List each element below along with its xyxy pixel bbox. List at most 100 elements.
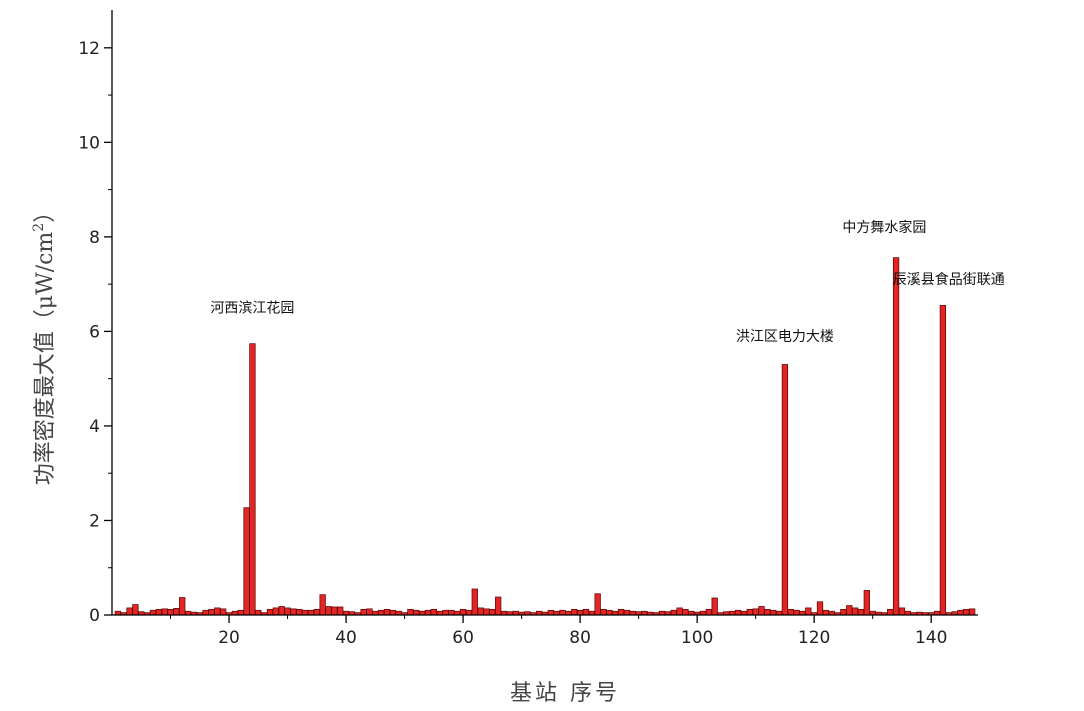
bar-10 bbox=[167, 608, 174, 616]
axes-group: 0 2 4 6 8 10 12 20 40 60 80 100 120 140 bbox=[78, 10, 978, 648]
annotation-1: 洪江区电力大楼 bbox=[736, 329, 834, 345]
bar-96 bbox=[670, 609, 677, 616]
x-tick-label-40: 40 bbox=[335, 628, 357, 648]
y-axis-title-superscript: 2 bbox=[31, 223, 47, 232]
y-tick-label-10: 10 bbox=[78, 133, 100, 153]
bar-39 bbox=[337, 606, 344, 616]
bar-63 bbox=[477, 607, 484, 616]
bar-46 bbox=[378, 609, 385, 616]
bar-58 bbox=[448, 609, 455, 616]
bar-33 bbox=[301, 609, 309, 616]
bar-84 bbox=[600, 608, 607, 616]
bar-111 bbox=[758, 606, 765, 616]
x-tick-label-120: 120 bbox=[798, 628, 830, 648]
bar-117 bbox=[793, 609, 800, 616]
bar-75 bbox=[547, 609, 554, 616]
x-tick-label-80: 80 bbox=[569, 628, 591, 648]
bar-31 bbox=[290, 608, 297, 616]
x-tick-label-140: 140 bbox=[915, 628, 947, 648]
bar-32 bbox=[296, 608, 303, 616]
bar-102 bbox=[705, 608, 712, 616]
bar-97 bbox=[676, 607, 683, 616]
bar-112 bbox=[764, 608, 771, 616]
bar-77 bbox=[559, 609, 566, 616]
bar-121 bbox=[816, 601, 824, 616]
bar-48 bbox=[389, 609, 396, 616]
bar-103 bbox=[711, 597, 718, 616]
bar-51 bbox=[407, 608, 414, 616]
bar-36 bbox=[319, 594, 326, 616]
annotation-3: 辰溪县食品街联通 bbox=[893, 271, 1005, 288]
bar-61 bbox=[465, 609, 473, 616]
y-tick-label-2: 2 bbox=[89, 511, 100, 531]
x-axis-title: 基站 序号 bbox=[510, 681, 620, 706]
bar-65 bbox=[489, 608, 496, 616]
bar-115 bbox=[781, 364, 789, 616]
bar-55 bbox=[430, 608, 437, 616]
x-tick-label-100: 100 bbox=[681, 628, 713, 648]
y-tick-label-0: 0 bbox=[89, 606, 100, 626]
y-axis-title-close: ） bbox=[33, 201, 58, 223]
y-tick-label-12: 12 bbox=[78, 39, 100, 59]
bar-98 bbox=[682, 608, 689, 616]
y-tick-label-4: 4 bbox=[89, 417, 100, 437]
bar-128 bbox=[857, 608, 865, 616]
bar-122 bbox=[822, 609, 830, 616]
bar-62 bbox=[471, 588, 478, 616]
bar-25 bbox=[255, 609, 262, 616]
bar-12 bbox=[179, 597, 186, 616]
bar-4 bbox=[132, 604, 139, 616]
annotation-0: 河西滨江花园 bbox=[210, 301, 294, 317]
bar-57 bbox=[442, 609, 449, 616]
bar-7 bbox=[149, 609, 157, 616]
bar-135 bbox=[898, 607, 906, 616]
bar-133 bbox=[887, 608, 894, 616]
bar-110 bbox=[752, 608, 759, 616]
bar-127 bbox=[851, 607, 859, 616]
bar-8 bbox=[155, 608, 162, 616]
bar-107 bbox=[734, 609, 742, 616]
bar-9 bbox=[161, 608, 168, 616]
bar-87 bbox=[617, 608, 625, 616]
y-tick-label-6: 6 bbox=[89, 322, 100, 342]
bar-16 bbox=[202, 609, 209, 616]
bar-27 bbox=[266, 608, 274, 616]
bar-80 bbox=[576, 609, 584, 616]
bar-66 bbox=[495, 596, 502, 616]
bar-54 bbox=[424, 609, 432, 616]
bar-44 bbox=[366, 608, 373, 616]
bar-23 bbox=[243, 507, 250, 616]
y-tick-label-8: 8 bbox=[89, 228, 100, 248]
bar-11 bbox=[173, 608, 180, 616]
bar-116 bbox=[787, 608, 794, 616]
bar-28 bbox=[272, 607, 279, 616]
bar-134 bbox=[892, 257, 900, 616]
bar-24 bbox=[249, 343, 256, 616]
x-tick-label-20: 20 bbox=[218, 628, 240, 648]
bar-37 bbox=[325, 606, 332, 616]
bar-147 bbox=[969, 608, 976, 616]
bar-29 bbox=[278, 606, 285, 616]
bar-113 bbox=[770, 609, 777, 616]
bar-34 bbox=[307, 609, 315, 616]
bar-19 bbox=[220, 608, 227, 616]
bar-146 bbox=[963, 608, 970, 616]
bar-83 bbox=[594, 593, 601, 616]
bar-125 bbox=[840, 608, 847, 616]
bar-30 bbox=[284, 607, 291, 616]
y-axis-title: 功率密度最大值（μW/cm2） bbox=[31, 201, 58, 485]
bar-64 bbox=[483, 608, 490, 616]
bar-142 bbox=[939, 305, 947, 616]
bar-60 bbox=[459, 608, 467, 616]
bar-119 bbox=[805, 607, 812, 616]
bar-35 bbox=[313, 608, 320, 616]
bar-145 bbox=[957, 609, 964, 616]
bar-17 bbox=[208, 608, 215, 616]
bars-group bbox=[114, 257, 976, 616]
bar-43 bbox=[360, 608, 367, 616]
bar-88 bbox=[623, 609, 631, 616]
bar-85 bbox=[606, 609, 613, 616]
bar-3 bbox=[126, 607, 133, 616]
